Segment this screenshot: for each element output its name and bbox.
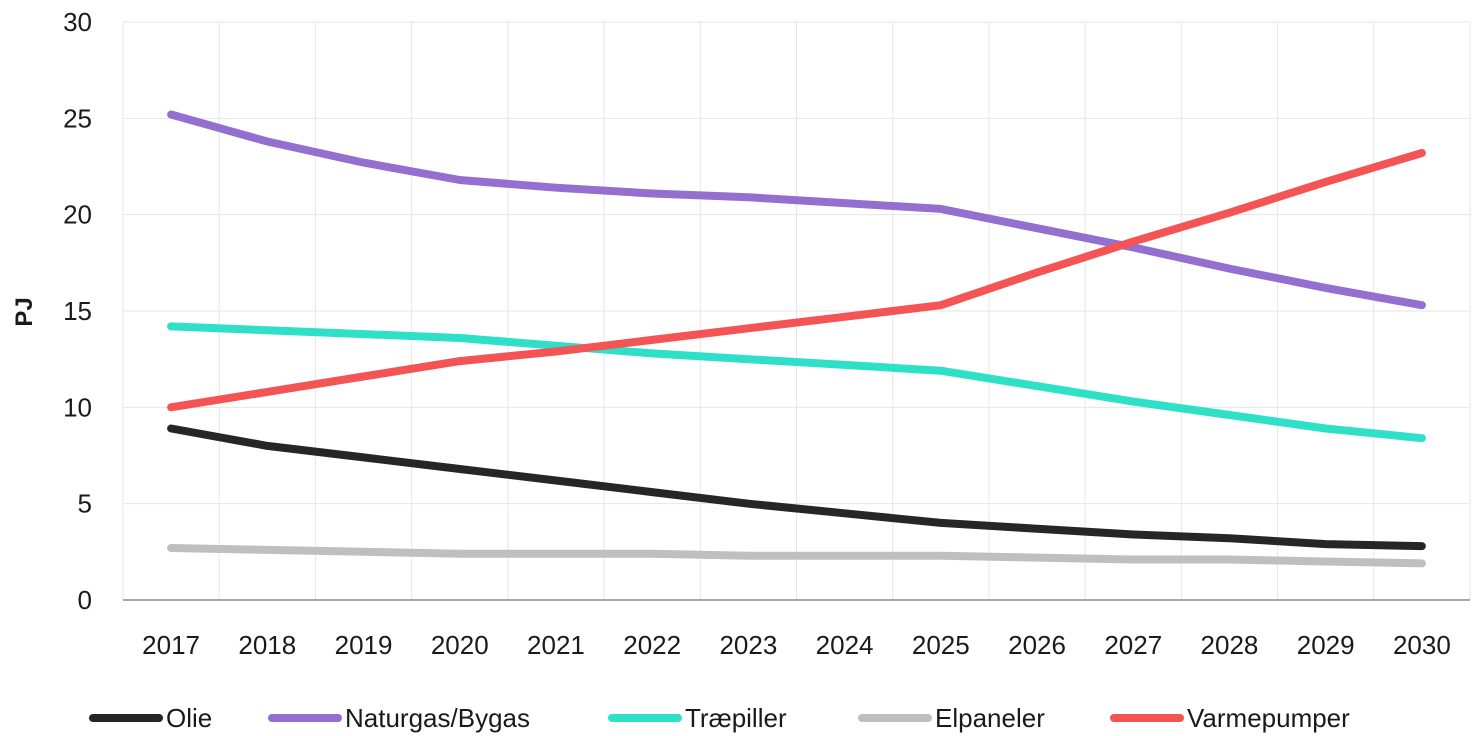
legend-item: Varmepumper: [1110, 703, 1350, 733]
x-tick-label: 2021: [527, 630, 585, 660]
y-tick-label: 10: [63, 392, 92, 422]
series-lines: [167, 110, 1426, 568]
legend-item: Olie: [89, 703, 212, 733]
gridlines: [122, 21, 1471, 600]
legend-item: Naturgas/Bygas: [268, 703, 530, 733]
series-line-varmepumper: [167, 149, 1426, 412]
y-tick-label: 20: [63, 200, 92, 230]
x-tick-label: 2018: [238, 630, 296, 660]
y-axis-tick-labels: 0 5 10 15 20 25 30: [63, 7, 92, 615]
y-tick-label: 15: [63, 296, 92, 326]
x-tick-label: 2024: [816, 630, 874, 660]
legend-item: Elpaneler: [858, 703, 1045, 733]
x-tick-label: 2029: [1297, 630, 1355, 660]
x-tick-label: 2019: [335, 630, 393, 660]
series-line-olie: [167, 424, 1426, 551]
y-tick-label: 5: [78, 489, 92, 519]
x-tick-label: 2017: [142, 630, 200, 660]
legend-item: Træpiller: [608, 703, 787, 733]
y-tick-label: 0: [78, 585, 92, 615]
y-axis-title: PJ: [11, 297, 38, 326]
y-tick-label: 30: [63, 7, 92, 37]
x-tick-label: 2028: [1201, 630, 1259, 660]
series-line-naturgas-bygas: [167, 110, 1426, 310]
legend: Olie Naturgas/Bygas Træpiller Elpaneler Varm…: [89, 703, 1350, 733]
x-tick-label: 2027: [1104, 630, 1162, 660]
x-tick-label: 2022: [623, 630, 681, 660]
x-tick-label: 2023: [719, 630, 777, 660]
x-tick-label: 2026: [1008, 630, 1066, 660]
x-tick-label: 2020: [431, 630, 489, 660]
x-tick-label: 2030: [1393, 630, 1451, 660]
legend-label: Naturgas/Bygas: [345, 703, 530, 733]
series-line-tr-piller: [167, 322, 1426, 443]
series-line-elpaneler: [167, 544, 1426, 568]
x-tick-label: 2025: [912, 630, 970, 660]
x-axis-tick-labels: 2017 2018 2019 2020 2021 2022 2023 2024 2025 2026…: [142, 630, 1451, 660]
legend-label: Varmepumper: [1187, 703, 1350, 733]
legend-label: Elpaneler: [935, 703, 1045, 733]
legend-label: Træpiller: [685, 703, 787, 733]
y-tick-label: 25: [63, 103, 92, 133]
legend-label: Olie: [166, 703, 212, 733]
